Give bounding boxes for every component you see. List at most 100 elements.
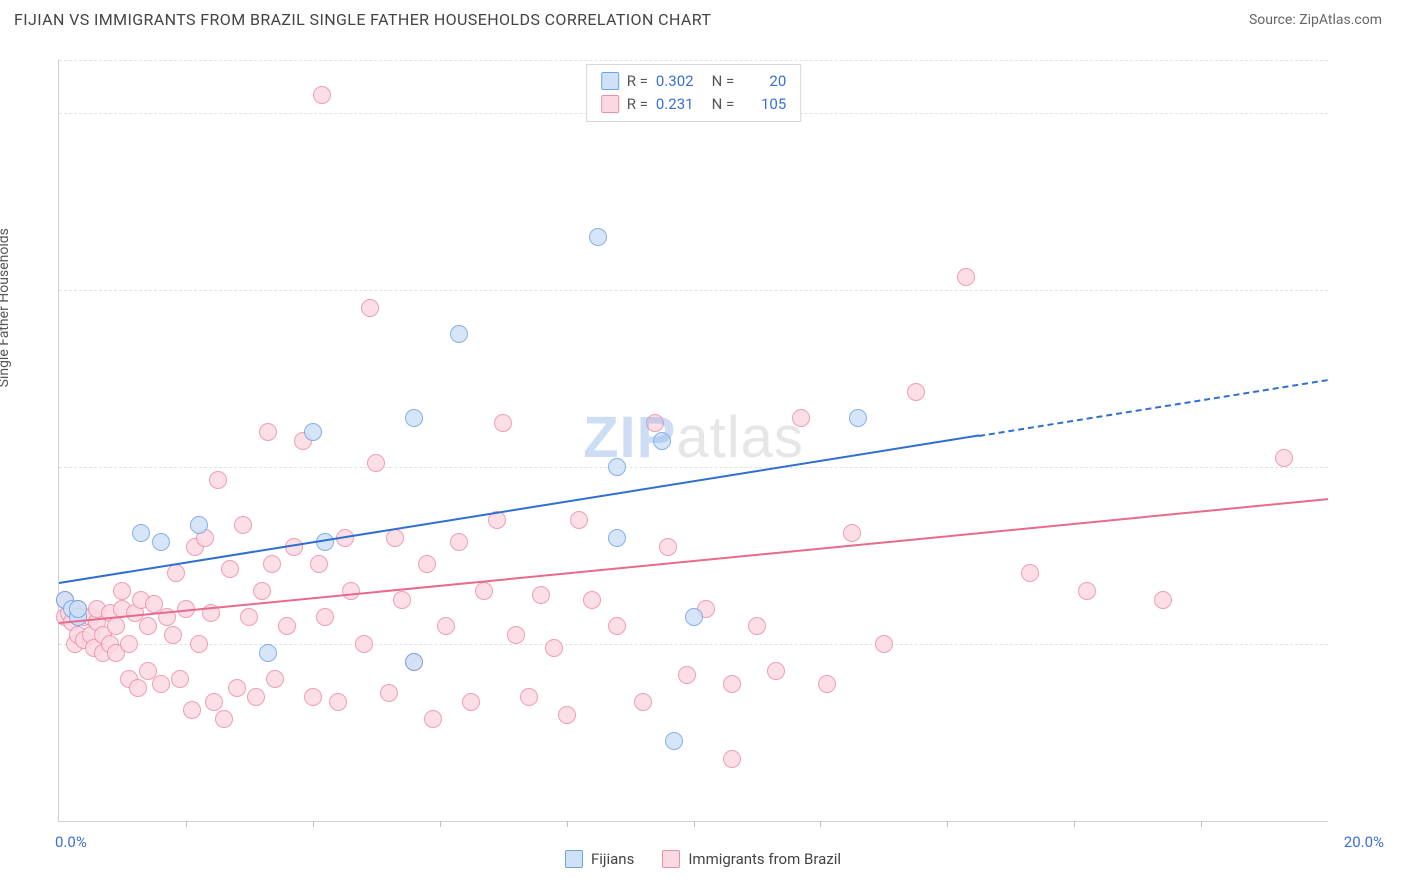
gridline-h [59, 467, 1328, 468]
stats-row: R =0.302 N =20 [601, 70, 787, 93]
data-point [386, 529, 404, 547]
data-point [957, 268, 975, 286]
data-point [209, 471, 227, 489]
data-point [113, 582, 131, 600]
data-point [875, 635, 893, 653]
data-point [228, 679, 246, 697]
data-point [659, 538, 677, 556]
data-point [132, 524, 150, 542]
data-point [507, 626, 525, 644]
data-point [665, 732, 683, 750]
stat-n-label: N = [708, 70, 734, 93]
data-point [120, 635, 138, 653]
regression-line [979, 379, 1328, 437]
gridline-h [59, 644, 1328, 645]
chart-title: FIJIAN VS IMMIGRANTS FROM BRAZIL SINGLE … [14, 10, 711, 29]
chart-container: Single Father Households ZIPatlas R =0.3… [14, 40, 1392, 878]
data-point [342, 582, 360, 600]
data-point [405, 409, 423, 427]
x-tick-label: 0.0% [55, 833, 87, 851]
data-point [494, 414, 512, 432]
stats-box: R =0.302 N =20R =0.231 N =105 [586, 64, 802, 122]
data-point [748, 617, 766, 635]
data-point [129, 679, 147, 697]
data-point [608, 529, 626, 547]
data-point [437, 617, 455, 635]
data-point [171, 670, 189, 688]
data-point [608, 617, 626, 635]
plot-area: ZIPatlas R =0.302 N =20R =0.231 N =105 0… [58, 60, 1328, 822]
data-point [266, 670, 284, 688]
data-point [418, 555, 436, 573]
stat-r-label: R = [627, 93, 648, 116]
swatch [601, 95, 619, 113]
data-point [792, 409, 810, 427]
data-point [380, 684, 398, 702]
swatch [565, 850, 583, 868]
data-point [520, 688, 538, 706]
data-point [259, 423, 277, 441]
x-tick [567, 821, 568, 827]
legend-label: Immigrants from Brazil [688, 850, 841, 868]
data-point [167, 564, 185, 582]
data-point [608, 458, 626, 476]
data-point [653, 432, 671, 450]
data-point [907, 383, 925, 401]
x-tick [1074, 821, 1075, 827]
data-point [1275, 449, 1293, 467]
data-point [152, 533, 170, 551]
chart-header: FIJIAN VS IMMIGRANTS FROM BRAZIL SINGLE … [0, 0, 1406, 35]
regression-line [59, 498, 1328, 624]
data-point [190, 635, 208, 653]
gridline-h [59, 290, 1328, 291]
data-point [215, 710, 233, 728]
data-point [393, 591, 411, 609]
data-point [1154, 591, 1172, 609]
data-point [767, 662, 785, 680]
data-point [634, 693, 652, 711]
data-point [278, 617, 296, 635]
stats-row: R = 0.231 N = 105 [601, 93, 787, 116]
data-point [1021, 564, 1039, 582]
y-axis-label: Single Father Households [0, 228, 12, 387]
x-tick [1201, 821, 1202, 827]
x-tick [947, 821, 948, 827]
swatch [601, 72, 619, 90]
regression-line [59, 435, 979, 585]
data-point [234, 516, 252, 534]
data-point [152, 675, 170, 693]
watermark-atlas: atlas [676, 405, 804, 470]
stat-n-value: 105 [742, 93, 786, 116]
data-point [190, 516, 208, 534]
data-point [304, 688, 322, 706]
data-point [723, 675, 741, 693]
data-point [253, 582, 271, 600]
data-point [205, 693, 223, 711]
data-point [685, 608, 703, 626]
data-point [450, 533, 468, 551]
data-point [570, 511, 588, 529]
legend-label: Fijians [591, 850, 634, 868]
data-point [818, 675, 836, 693]
data-point [139, 617, 157, 635]
data-point [367, 454, 385, 472]
data-point [532, 586, 550, 604]
data-point [849, 409, 867, 427]
data-point [310, 555, 328, 573]
x-tick [694, 821, 695, 827]
x-tick [820, 821, 821, 827]
data-point [723, 750, 741, 768]
stat-r-value: 0.231 [656, 93, 700, 116]
data-point [475, 582, 493, 600]
data-point [405, 653, 423, 671]
data-point [583, 591, 601, 609]
x-tick-label: 20.0% [1344, 833, 1384, 851]
data-point [313, 86, 331, 104]
legend: Fijians Immigrants from Brazil [565, 850, 841, 868]
data-point [247, 688, 265, 706]
stat-n-value: 20 [742, 70, 786, 93]
data-point [424, 710, 442, 728]
stat-n-label: N = [708, 93, 734, 116]
x-tick [440, 821, 441, 827]
data-point [316, 608, 334, 626]
